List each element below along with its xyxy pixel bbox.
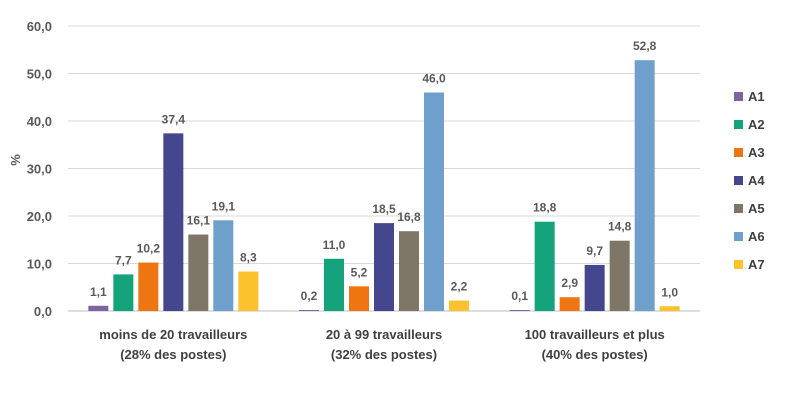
bar-a2 (113, 274, 134, 311)
x-category-label: (28% des postes) (120, 347, 226, 362)
data-label: 37,4 (162, 112, 186, 126)
y-tick-label: 10,0 (27, 257, 52, 272)
bar-a7 (449, 300, 469, 311)
data-label: 7,7 (115, 253, 132, 267)
legend-swatch-a6 (734, 232, 743, 241)
legend: A1 A2 A3 A4 A5 A6 A7 (734, 89, 765, 272)
bar-a2 (534, 221, 555, 311)
data-label: 14,8 (608, 220, 632, 234)
y-tick-label: 30,0 (27, 162, 52, 177)
data-label: 16,1 (187, 214, 211, 228)
legend-swatch-a2 (734, 120, 743, 129)
legend-swatch-a7 (734, 260, 743, 269)
bar-a1 (88, 305, 109, 311)
data-label: 2,2 (451, 280, 468, 294)
y-axis: 0,0 10,0 20,0 30,0 40,0 50,0 60,0 (27, 19, 52, 319)
bar-a4 (584, 264, 605, 311)
bar-a7 (238, 271, 259, 311)
legend-swatch-a3 (734, 148, 743, 157)
legend-label-a4: A4 (748, 173, 765, 188)
legend-label-a2: A2 (748, 117, 765, 132)
bar-a5 (609, 240, 630, 311)
bar-a4 (374, 223, 394, 311)
bar-a2 (324, 258, 344, 311)
x-category-label: moins de 20 travailleurs (99, 327, 247, 342)
x-category-label: (40% des postes) (542, 347, 648, 362)
data-label: 46,0 (422, 72, 446, 86)
data-label: 1,1 (90, 285, 107, 299)
x-axis: moins de 20 travailleurs (28% des postes)… (99, 327, 664, 362)
bar-a6 (213, 220, 234, 311)
y-axis-label: % (8, 154, 23, 166)
x-category-label: (32% des postes) (331, 347, 437, 362)
bar-a3 (138, 262, 159, 311)
bar-a7 (659, 306, 680, 311)
bar-a6 (634, 60, 655, 312)
data-label: 0,1 (511, 289, 528, 303)
data-label: 5,2 (351, 265, 368, 279)
data-label: 52,8 (633, 39, 657, 53)
data-label: 10,2 (137, 242, 161, 256)
legend-swatch-a4 (734, 176, 743, 185)
x-category-label: 20 à 99 travailleurs (326, 327, 442, 342)
legend-swatch-a5 (734, 204, 743, 213)
bar-a4 (163, 133, 184, 311)
y-tick-label: 40,0 (27, 114, 52, 129)
bar-a1 (509, 310, 530, 311)
data-label: 8,3 (240, 251, 257, 265)
legend-label-a6: A6 (748, 229, 765, 244)
legend-swatch-a1 (734, 92, 743, 101)
data-label: 11,0 (323, 238, 346, 252)
bar-a5 (399, 231, 419, 311)
y-tick-label: 50,0 (27, 67, 52, 82)
data-label: 16,8 (397, 210, 421, 224)
bars (88, 60, 680, 312)
data-label: 18,8 (533, 201, 557, 215)
y-tick-label: 0,0 (34, 304, 52, 319)
data-label: 18,5 (372, 202, 396, 216)
bar-a1 (299, 310, 319, 311)
data-label: 1,0 (661, 285, 678, 299)
legend-label-a7: A7 (748, 257, 765, 272)
y-tick-label: 20,0 (27, 209, 52, 224)
bar-a5 (188, 234, 209, 311)
legend-label-a5: A5 (748, 201, 765, 216)
y-tick-label: 60,0 (27, 19, 52, 34)
bar-a3 (349, 286, 369, 311)
bar-a6 (424, 92, 444, 311)
data-labels: 1,17,710,237,416,119,18,30,211,05,218,51… (90, 39, 678, 303)
data-label: 0,2 (301, 289, 318, 303)
legend-label-a3: A3 (748, 145, 765, 160)
bar-a3 (559, 297, 580, 311)
legend-label-a1: A1 (748, 89, 765, 104)
x-category-label: 100 travailleurs et plus (525, 327, 665, 342)
data-label: 2,9 (561, 276, 578, 290)
data-label: 9,7 (586, 244, 603, 258)
data-label: 19,1 (212, 199, 236, 213)
